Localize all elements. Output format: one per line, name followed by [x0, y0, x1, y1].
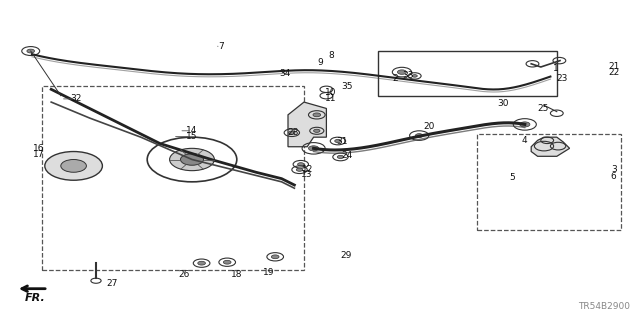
Text: 9: 9 — [317, 58, 323, 67]
Circle shape — [308, 146, 319, 151]
Circle shape — [223, 260, 231, 264]
Polygon shape — [288, 102, 326, 147]
Text: 16: 16 — [33, 144, 44, 153]
Circle shape — [289, 131, 295, 134]
Text: 27: 27 — [106, 279, 118, 288]
Text: 2: 2 — [393, 74, 398, 83]
Text: 35: 35 — [341, 82, 353, 91]
Circle shape — [198, 261, 205, 265]
Text: 13: 13 — [301, 170, 313, 179]
Text: 28: 28 — [287, 128, 299, 137]
Circle shape — [61, 160, 86, 172]
Text: 24: 24 — [341, 151, 353, 160]
Circle shape — [180, 154, 204, 165]
Text: 30: 30 — [497, 99, 509, 108]
Polygon shape — [531, 137, 570, 156]
Circle shape — [27, 49, 35, 53]
Circle shape — [335, 139, 341, 143]
Text: 29: 29 — [340, 251, 351, 260]
Circle shape — [170, 148, 214, 171]
Circle shape — [397, 70, 406, 74]
Text: FR.: FR. — [25, 293, 45, 302]
Circle shape — [313, 113, 321, 117]
Text: 31: 31 — [337, 137, 348, 146]
Text: 22: 22 — [609, 68, 620, 77]
Text: 7: 7 — [218, 42, 223, 51]
Text: 33: 33 — [403, 71, 414, 80]
Circle shape — [337, 155, 344, 159]
Text: 25: 25 — [537, 104, 548, 113]
Text: 32: 32 — [70, 94, 81, 103]
Text: 8: 8 — [329, 51, 334, 60]
Text: 1: 1 — [553, 64, 558, 73]
Text: TR54B2900: TR54B2900 — [579, 302, 630, 311]
Circle shape — [45, 152, 102, 180]
Text: 12: 12 — [301, 165, 313, 174]
Circle shape — [271, 255, 279, 259]
Text: 18: 18 — [231, 271, 243, 279]
Text: 23: 23 — [556, 74, 568, 83]
Text: 14: 14 — [186, 126, 198, 135]
Circle shape — [296, 168, 303, 171]
Circle shape — [298, 163, 304, 166]
Text: 17: 17 — [33, 150, 44, 159]
Circle shape — [314, 129, 320, 132]
Text: 6: 6 — [611, 172, 616, 181]
Circle shape — [520, 122, 530, 127]
Text: 26: 26 — [179, 271, 190, 279]
Text: 3: 3 — [612, 165, 617, 174]
Text: 20: 20 — [423, 122, 435, 130]
Text: 11: 11 — [324, 94, 336, 103]
Text: 15: 15 — [186, 132, 198, 141]
Text: 10: 10 — [324, 88, 336, 97]
Text: 21: 21 — [609, 63, 620, 71]
Text: 5: 5 — [509, 173, 515, 182]
Text: 4: 4 — [522, 136, 527, 145]
Text: 19: 19 — [263, 268, 275, 277]
Text: 34: 34 — [279, 69, 291, 78]
Circle shape — [415, 134, 423, 137]
Circle shape — [412, 75, 417, 77]
